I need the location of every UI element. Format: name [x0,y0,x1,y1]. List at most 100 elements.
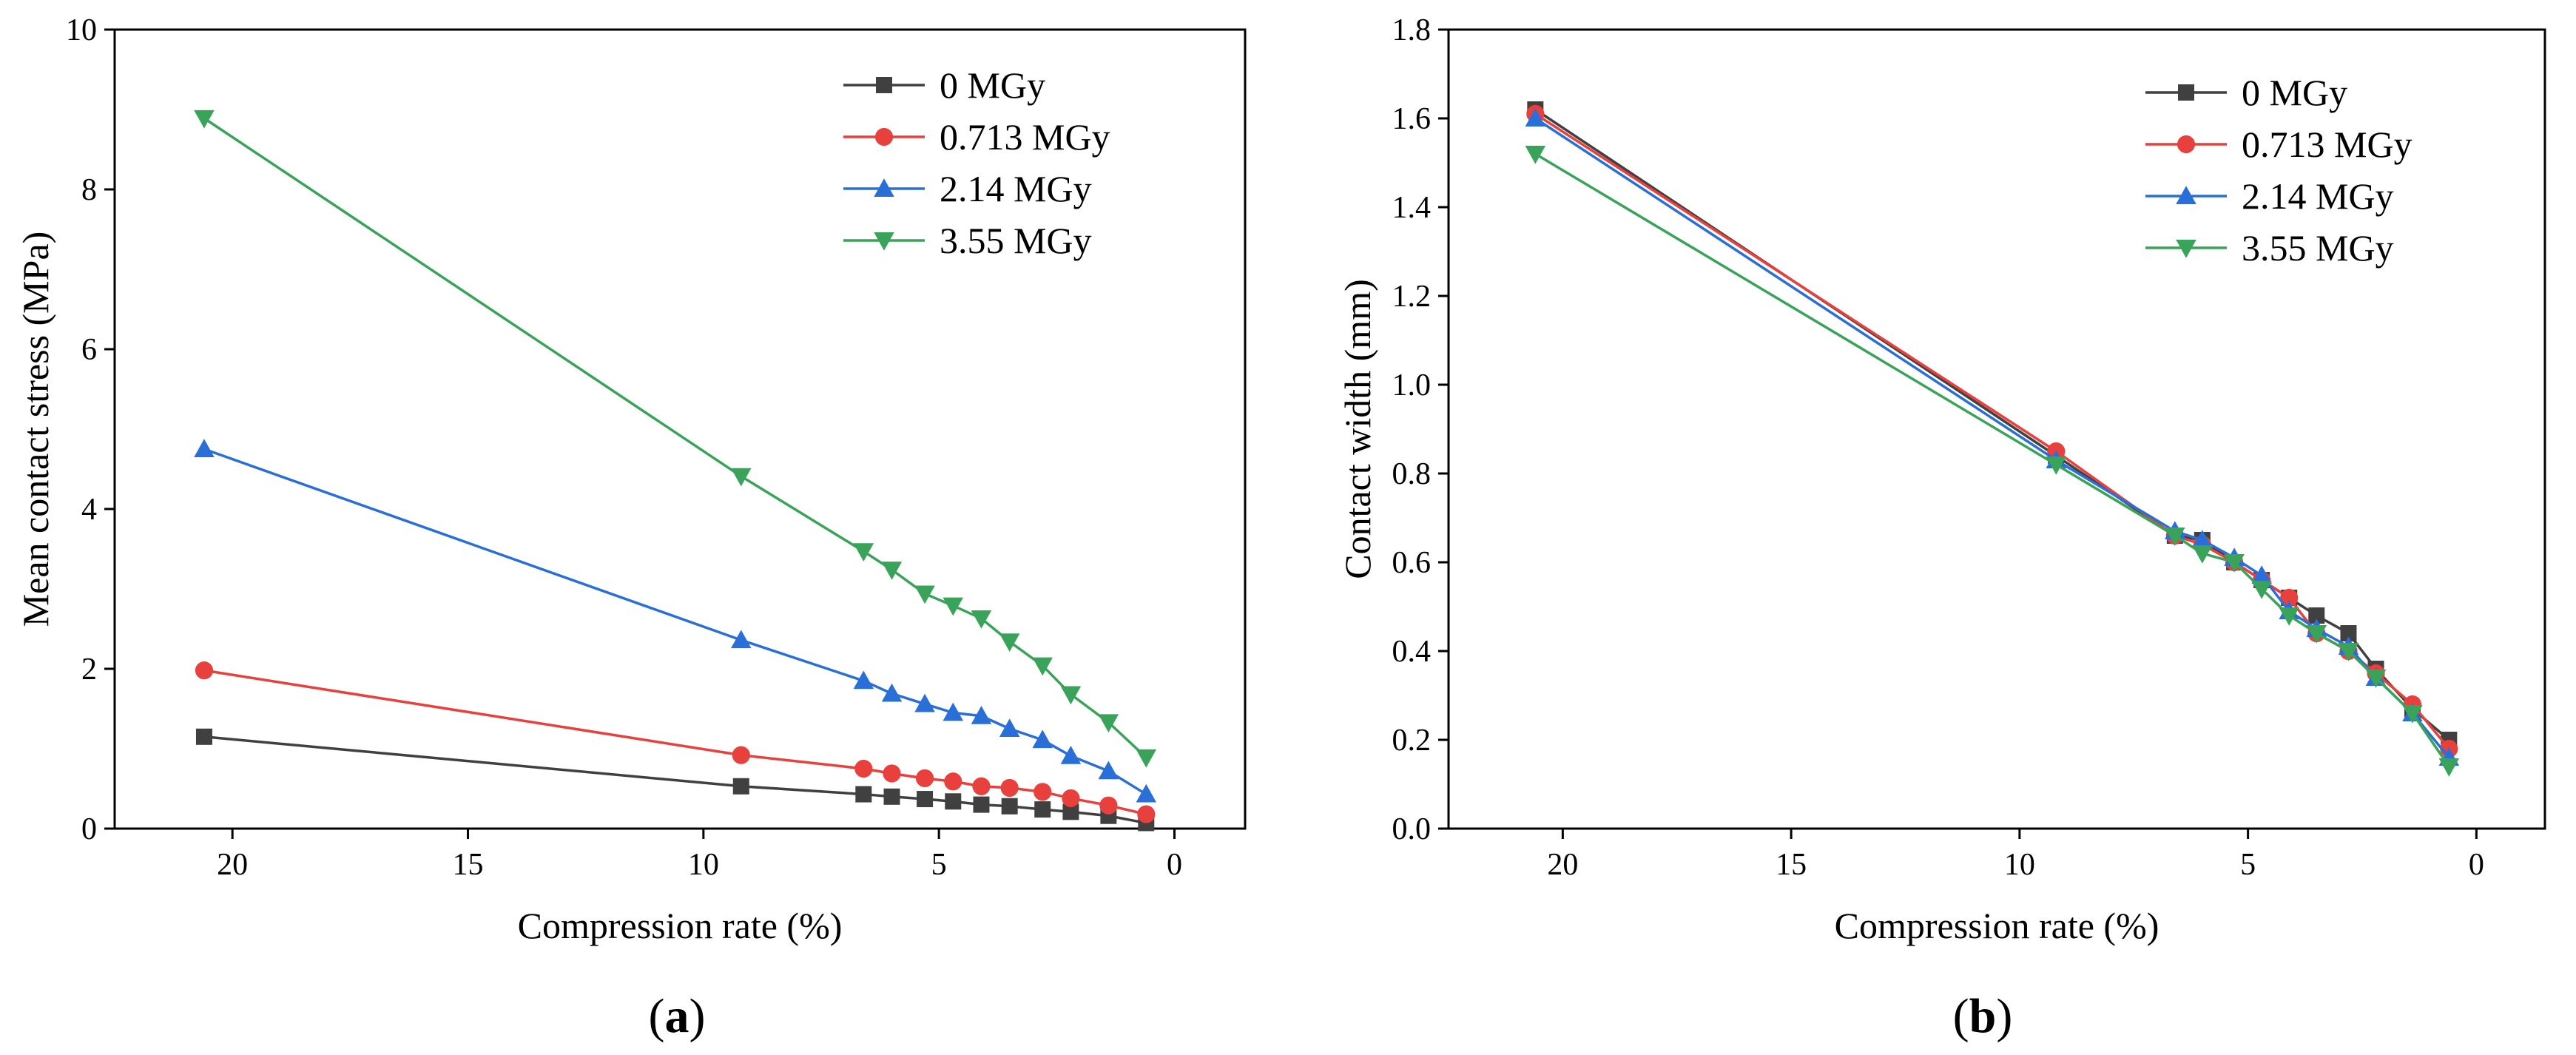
data-point [195,728,212,745]
y-tick-label: 6 [81,333,97,367]
series-3-55-mgy [194,109,1157,768]
data-point [2338,643,2359,661]
y-tick-label: 1.8 [1392,13,1432,47]
x-tick-label: 0 [2469,848,2484,882]
y-tick-label: 1.4 [1392,191,1432,225]
legend-marker [2176,186,2196,204]
data-point [2279,607,2299,626]
data-point [1000,778,1019,798]
y-tick-label: 1.6 [1392,102,1432,136]
data-point [732,746,750,764]
x-axis-label: Compression rate (%) [1835,905,2159,946]
data-point [2251,581,2272,599]
y-tick-label: 0.8 [1392,457,1432,491]
data-point [2046,456,2067,475]
data-point [1034,783,1052,801]
data-point [2308,607,2325,624]
y-tick-label: 2 [81,653,97,687]
data-point [914,693,935,712]
data-point [943,702,964,721]
data-point [2192,545,2213,564]
legend-label: 0.713 MGy [940,116,1110,158]
data-point [2438,758,2460,777]
data-point [2224,554,2245,573]
legend-entry: 3.55 MGy [2145,227,2394,269]
data-point [2165,528,2185,546]
data-point [195,661,214,680]
data-point [1034,801,1051,818]
x-tick-label: 5 [2240,848,2256,882]
y-tick-label: 0.4 [1392,635,1432,669]
x-tick-label: 10 [688,848,719,882]
data-point [1032,657,1053,676]
data-point [1136,783,1157,803]
legend-label: 0 MGy [2242,72,2347,113]
series-0-713-mgy [195,661,1156,823]
legend-marker [874,178,894,197]
panel-letter: b [1969,989,1997,1043]
data-point [883,788,900,805]
panel-paren-open: ( [1953,989,1969,1043]
data-point [1062,789,1080,808]
legend-marker [2177,135,2196,154]
data-point [971,705,992,724]
data-point [1060,745,1082,764]
panel-paren-close: ) [1996,989,2012,1043]
y-tick-label: 0.2 [1392,724,1432,758]
data-point [1525,146,1546,164]
data-point [1098,714,1119,733]
data-point [854,759,873,778]
legend-label: 3.55 MGy [940,220,1092,261]
y-axis-label: Mean contact stress (MPa) [15,232,56,627]
legend-entry: 2.14 MGy [2145,175,2394,217]
data-point [971,610,992,629]
y-tick-label: 0 [81,812,97,846]
data-point [1060,686,1082,705]
data-point [1525,108,1546,127]
series-line [203,448,1147,796]
x-tick-label: 15 [453,848,484,882]
panel-label: (a) [649,989,706,1043]
legend-label: 0 MGy [940,64,1045,106]
data-point [945,793,962,810]
legend-marker [2178,84,2194,101]
data-point [2306,625,2327,644]
legend-marker [2176,240,2196,258]
data-point [2365,670,2387,688]
panel-label: (b) [1953,989,2013,1043]
legend-entry: 3.55 MGy [843,220,1092,261]
data-point [2251,565,2272,584]
data-point [853,670,874,690]
data-point [194,439,215,457]
data-point [973,796,990,813]
panel-paren-open: ( [649,989,665,1043]
x-tick-label: 10 [2004,848,2035,882]
data-point [853,543,874,562]
data-point [1098,761,1119,780]
data-point [1032,729,1053,749]
data-point [944,772,962,791]
series-3-55-mgy [1525,146,2460,777]
data-point [732,778,749,795]
data-point [1137,805,1156,823]
series-0-mgy [195,728,1155,832]
legend: 0 MGy 0.713 MGy 2.14 MGy 3.55 MGy [2145,72,2413,269]
data-point [2402,705,2423,724]
y-tick-label: 0.0 [1392,812,1432,846]
data-point [2192,530,2213,548]
legend-marker [874,232,894,251]
data-point [881,683,903,702]
legend-label: 2.14 MGy [2242,175,2394,217]
panel-paren-close: ) [689,989,706,1043]
data-point [1136,749,1157,768]
legend-marker [876,77,892,93]
panel-letter: a [665,989,689,1043]
x-tick-label: 5 [931,848,947,882]
data-point [731,468,752,487]
x-tick-label: 0 [1167,848,1182,882]
plot-frame [1447,28,2546,830]
x-tick-label: 20 [1547,848,1578,882]
y-tick-label: 1.2 [1392,280,1432,314]
x-tick-label: 15 [1776,848,1807,882]
